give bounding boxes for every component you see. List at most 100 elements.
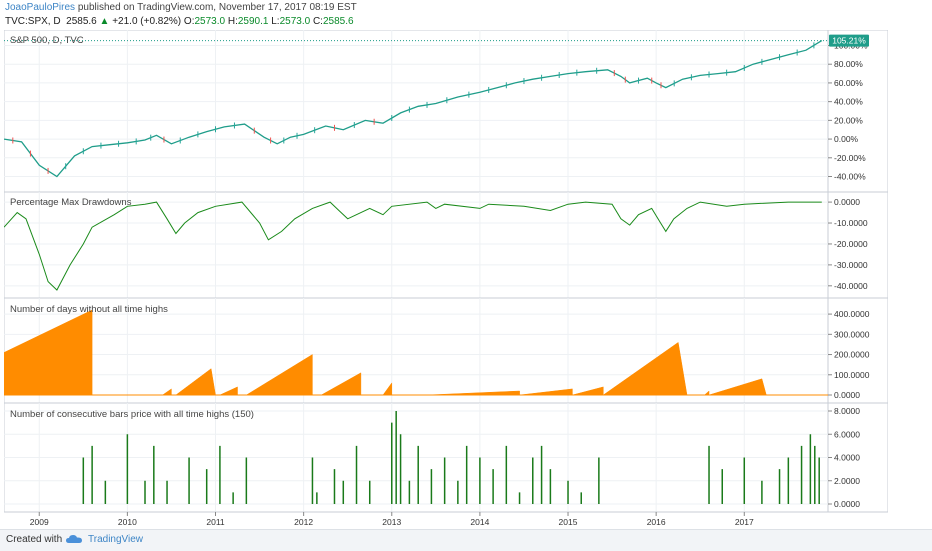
ath-bar <box>408 480 411 504</box>
symbol-label: TVC:SPX, D <box>5 16 61 27</box>
ath-bar <box>391 422 393 504</box>
ath-bar <box>505 445 508 504</box>
ath-bar <box>800 445 803 504</box>
ath-bar <box>532 457 534 504</box>
y-tick-label: 0.0000 <box>834 197 860 207</box>
tradingview-cloud-icon <box>66 535 82 543</box>
drawdown-line <box>4 201 822 291</box>
ath-bar <box>567 480 569 504</box>
ath-bar <box>166 480 168 504</box>
ath-bar <box>188 457 190 504</box>
y-tick-label: 4.0000 <box>834 453 860 463</box>
low-label: L: <box>271 16 280 27</box>
high-value: 2590.1 <box>237 16 269 27</box>
pane-2-frame <box>4 191 888 299</box>
ath-bar <box>232 492 234 504</box>
pane-2-title: Percentage Max Drawdowns <box>10 197 132 208</box>
ath-bar <box>355 445 358 504</box>
y-tick-label: 6.0000 <box>834 429 860 439</box>
last-value-badge-text: 105.21% <box>832 36 866 46</box>
ath-bar <box>126 434 129 504</box>
pane-3-title: Number of days without all time highs <box>10 304 168 315</box>
ath-bar <box>368 480 371 504</box>
price-change: +21.0 (+0.82%) <box>112 16 182 27</box>
ath-bar <box>153 445 155 504</box>
ath-bar <box>778 469 781 504</box>
ath-bar <box>761 480 763 504</box>
y-tick-label: -30.0000 <box>834 260 868 270</box>
last-value-badge-bg <box>829 34 869 47</box>
ath-bar <box>465 445 468 504</box>
ath-bar <box>395 411 397 504</box>
publisher-line: JoaoPauloPires published on TradingView.… <box>5 2 357 13</box>
ath-bar <box>708 445 710 504</box>
y-tick-label: 60.00% <box>834 78 863 88</box>
footer-bar: Created with TradingView <box>0 529 932 551</box>
ath-bar <box>743 457 746 504</box>
close-label: C: <box>312 16 323 27</box>
ath-bar <box>443 457 446 504</box>
ath-bar <box>818 457 820 504</box>
ath-bar <box>104 480 107 504</box>
y-tick-label: 2.0000 <box>834 476 860 486</box>
ath-bar <box>580 492 582 504</box>
y-tick-label: -40.00% <box>834 172 866 182</box>
ath-bar <box>316 492 318 504</box>
ath-bar <box>598 457 600 504</box>
ath-bar <box>549 469 552 504</box>
y-tick-label: 400.0000 <box>834 309 870 319</box>
x-tick-label: 2010 <box>118 517 137 527</box>
last-value-badge: 105.21% <box>829 34 869 47</box>
y-tick-label: 100.0000 <box>834 370 870 380</box>
ohlc-line: TVC:SPX, D 2585.6 ▲ +21.0 (+0.82%) O:257… <box>5 16 354 27</box>
ath-bar <box>342 480 345 504</box>
ath-bar <box>219 445 221 504</box>
ath-bar <box>787 457 790 504</box>
y-tick-label: -10.0000 <box>834 218 868 228</box>
x-tick-label: 2009 <box>30 517 49 527</box>
y-tick-label: 0.0000 <box>834 390 860 400</box>
ath-bar <box>721 469 723 504</box>
pane-1-frame <box>4 30 888 193</box>
ath-bar <box>809 434 812 504</box>
last-price: 2585.6 <box>66 16 97 27</box>
ath-bar <box>245 457 248 504</box>
y-tick-label: 8.0000 <box>834 406 860 416</box>
ath-bar <box>540 445 543 504</box>
ath-bar <box>430 469 433 504</box>
y-tick-label: 0.00% <box>834 134 859 144</box>
chart-svg[interactable]: 100.00%80.00%60.00%40.00%20.00%0.00%-20.… <box>4 30 888 528</box>
x-tick-label: 2013 <box>382 517 401 527</box>
ath-bar <box>144 480 146 504</box>
close-value: 2585.6 <box>322 16 354 27</box>
sp500-price-line <box>4 40 823 178</box>
open-value: 2573.0 <box>194 16 226 27</box>
x-tick-label: 2015 <box>559 517 578 527</box>
ath-bar <box>82 457 85 504</box>
open-label: O: <box>183 16 195 27</box>
y-tick-label: -40.0000 <box>834 281 868 291</box>
tradingview-brand-link[interactable]: TradingView <box>88 534 144 545</box>
created-with-text: Created with <box>6 534 63 545</box>
ath-bar <box>399 434 402 504</box>
ath-bar <box>479 457 481 504</box>
y-tick-label: 20.00% <box>834 115 863 125</box>
ath-bar <box>333 469 336 504</box>
y-tick-label: -20.0000 <box>834 239 868 249</box>
y-tick-label: -20.00% <box>834 153 866 163</box>
x-tick-label: 2014 <box>470 517 489 527</box>
y-tick-label: 80.00% <box>834 59 863 69</box>
ath-bar <box>457 480 459 504</box>
y-tick-label: 0.0000 <box>834 499 860 509</box>
pane-4-title: Number of consecutive bars price with al… <box>10 409 254 420</box>
x-tick-label: 2012 <box>294 517 313 527</box>
ath-bar <box>518 492 521 504</box>
y-tick-label: 40.00% <box>834 97 863 107</box>
x-tick-label: 2016 <box>647 517 666 527</box>
author-link[interactable]: JoaoPauloPires <box>5 2 76 13</box>
ath-bar <box>205 469 208 504</box>
published-text: published on TradingView.com, November 1… <box>77 2 357 13</box>
chart-frame[interactable]: 100.00%80.00%60.00%40.00%20.00%0.00%-20.… <box>4 30 888 528</box>
high-label: H: <box>227 16 238 27</box>
low-value: 2573.0 <box>279 16 311 27</box>
